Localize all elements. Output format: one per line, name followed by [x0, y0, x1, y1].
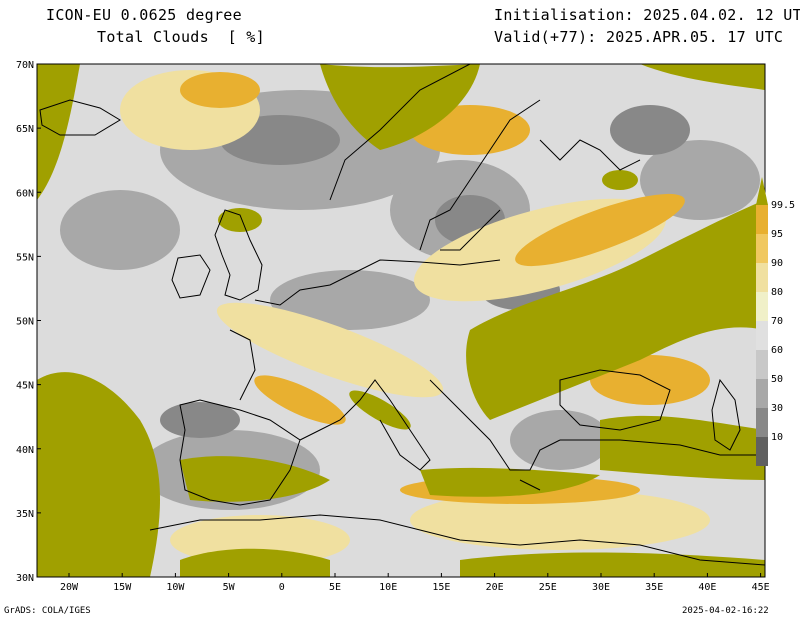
legend-swatch — [756, 350, 768, 379]
lat-label: 30N — [16, 573, 34, 584]
lat-label: 50N — [16, 317, 34, 328]
legend-label: 99.5 — [771, 200, 795, 211]
legend-arrow — [756, 177, 768, 205]
legend-label: 30 — [771, 403, 783, 414]
legend-label: 60 — [771, 345, 783, 356]
lon-label: 10E — [379, 582, 397, 593]
map-field — [37, 64, 765, 577]
color-legend: 99.5 95 90 80 70 60 50 30 10 — [756, 177, 795, 466]
latitude-axis: 70N 65N 60N 55N 50N 45N 40N 35N 30N — [16, 60, 41, 584]
lon-label: 0 — [279, 582, 285, 593]
lat-label: 40N — [16, 445, 34, 456]
lat-label: 55N — [16, 252, 34, 263]
lon-label: 5W — [223, 582, 236, 593]
legend-swatch — [756, 263, 768, 292]
lon-label: 30E — [592, 582, 610, 593]
lon-label: 25E — [539, 582, 557, 593]
lon-label: 5E — [329, 582, 341, 593]
legend-label: 10 — [771, 432, 783, 443]
legend-label: 90 — [771, 258, 783, 269]
lon-label: 20E — [486, 582, 504, 593]
legend-swatch — [756, 292, 768, 321]
lon-label: 10W — [166, 582, 185, 593]
init-time: Initialisation: 2025.04.02. 12 UTC — [494, 6, 800, 24]
legend-label: 95 — [771, 229, 783, 240]
legend-label: 80 — [771, 287, 783, 298]
lat-label: 45N — [16, 381, 34, 392]
legend-swatch — [756, 234, 768, 263]
lat-label: 35N — [16, 509, 34, 520]
lon-label: 15E — [432, 582, 450, 593]
legend-swatch — [756, 321, 768, 350]
footer-credit: GrADS: COLA/IGES — [4, 606, 91, 616]
legend-swatch — [756, 437, 768, 466]
longitude-axis: 20W 15W 10W 5W 0 5E 10E 15E 20E 25E 30E 35E 40E 45E — [60, 573, 770, 593]
lon-label: 20W — [60, 582, 79, 593]
lat-label: 70N — [16, 60, 34, 71]
legend-swatch — [756, 379, 768, 408]
legend-label: 70 — [771, 316, 783, 327]
lon-label: 15W — [113, 582, 132, 593]
footer-timestamp: 2025-04-02-16:22 — [682, 606, 769, 616]
model-title: ICON-EU 0.0625 degree — [46, 6, 242, 24]
valid-time: Valid(+77): 2025.APR.05. 17 UTC — [494, 28, 784, 46]
legend-swatch — [756, 408, 768, 437]
field-title: Total Clouds [ %] — [97, 28, 265, 46]
lon-label: 35E — [645, 582, 663, 593]
legend-label: 50 — [771, 374, 783, 385]
lon-label: 45E — [752, 582, 770, 593]
lon-label: 40E — [698, 582, 716, 593]
lat-label: 65N — [16, 124, 34, 135]
legend-swatch — [756, 205, 768, 234]
lat-label: 60N — [16, 188, 34, 199]
